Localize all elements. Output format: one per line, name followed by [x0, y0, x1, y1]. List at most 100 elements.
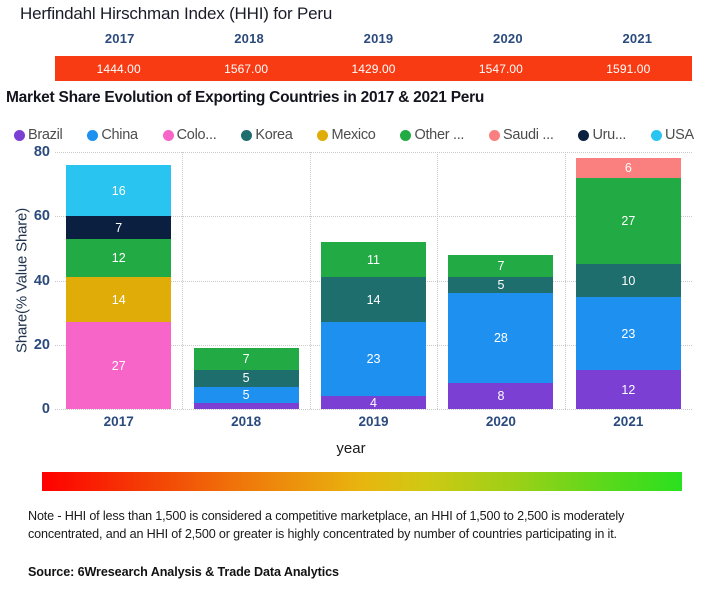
bar-stack: 8 28 5 7: [448, 254, 554, 409]
hhi-value: 1567.00: [224, 61, 269, 76]
hhi-value-band: 1444.00 1567.00 1429.00 1547.00 1591.00: [55, 56, 692, 81]
legend-item-korea[interactable]: Korea: [241, 127, 293, 143]
hhi-year-label: 2018: [234, 31, 264, 46]
source-text: Source: 6Wresearch Analysis & Trade Data…: [28, 565, 339, 579]
legend-item-label: Mexico: [331, 127, 376, 143]
legend-dot-icon: [650, 129, 662, 141]
bar-column-2017[interactable]: 27 14 12 7 16: [55, 152, 182, 409]
bar-segment[interactable]: 6: [575, 158, 681, 178]
legend-dot-icon: [162, 129, 174, 141]
legend-item-brazil[interactable]: Brazil: [14, 127, 63, 143]
legend-item-label: Saudi ...: [503, 127, 554, 143]
bar-segment[interactable]: 4: [321, 396, 427, 409]
legend-item-label: USA: [664, 127, 694, 143]
bar-segment-label: 8: [497, 389, 505, 404]
hhi-year-label: 2017: [104, 31, 135, 46]
bar-segment[interactable]: 7: [66, 216, 172, 239]
legend-item-label: Other ...: [414, 127, 465, 143]
hhi-title: Herfindahl Hirschman Index (HHI) for Per…: [20, 4, 333, 23]
hhi-value: 1591.00: [606, 61, 651, 76]
bar-segment-label: 10: [621, 273, 636, 288]
bar-column-2021[interactable]: 12 23 10 27 6: [565, 152, 692, 409]
legend-item-colo[interactable]: Colo...: [162, 127, 217, 143]
bar-segment[interactable]: 5: [448, 277, 554, 294]
bar-segment[interactable]: 12: [66, 238, 172, 278]
legend-item-uru[interactable]: Uru...: [578, 127, 626, 143]
x-axis-title: year: [336, 440, 366, 457]
bar-segment[interactable]: 27: [575, 177, 681, 265]
legend-item-label: Colo...: [176, 127, 217, 143]
bar-segment[interactable]: 8: [448, 383, 554, 409]
bar-segment[interactable]: 10: [575, 264, 681, 297]
x-tick-label: 2019: [358, 414, 389, 429]
bar-segment-label: 28: [493, 331, 508, 346]
bar-segment[interactable]: 14: [321, 277, 427, 323]
x-axis-ticks: 2017 2018 2019 2020 2021: [55, 414, 692, 434]
hhi-year-label: 2019: [363, 31, 394, 46]
bar-segment-label: 12: [111, 251, 126, 266]
bar-segment-label: 14: [366, 292, 381, 307]
legend-dot-icon: [489, 129, 501, 141]
legend-dot-icon: [578, 129, 590, 141]
gridline: [55, 409, 692, 410]
bar-segment[interactable]: 12: [575, 370, 681, 409]
bar-segment-label: 7: [115, 220, 123, 235]
gridline: [55, 216, 692, 218]
bar-segment[interactable]: 28: [448, 293, 554, 384]
hhi-value: 1547.00: [478, 61, 523, 76]
gridline: [55, 152, 692, 153]
legend-item-china[interactable]: China: [87, 127, 138, 143]
chart-title: Market Share Evolution of Exporting Coun…: [6, 89, 485, 106]
bar-segment[interactable]: 14: [66, 277, 172, 323]
legend-dot-icon: [317, 129, 329, 141]
chart-plot-area: Share(% Value Share) 0 20 40 60 80 27 14 12 7 16…: [0, 144, 702, 457]
legend-item-mexico[interactable]: Mexico: [317, 127, 376, 143]
legend-dot-icon: [400, 129, 412, 141]
bar-segment[interactable]: 7: [448, 254, 554, 278]
gridline-vertical: [309, 152, 311, 409]
legend-item-saudi[interactable]: Saudi ...: [489, 127, 554, 143]
x-tick-label: 2017: [103, 414, 134, 429]
bar-segment[interactable]: 16: [66, 164, 172, 217]
bar-segment[interactable]: 27: [66, 322, 172, 409]
bar-segment[interactable]: 7: [193, 347, 299, 371]
y-tick-label: 0: [41, 401, 50, 417]
bar-segment-label: 4: [370, 396, 377, 409]
x-tick-label: 2020: [485, 414, 516, 429]
hhi-year-label: 2021: [622, 31, 653, 46]
bar-segment-label: 5: [242, 387, 250, 402]
bar-segment[interactable]: 5: [193, 370, 299, 387]
hhi-value: 1444.00: [96, 61, 141, 76]
bar-column-2020[interactable]: 8 28 5 7: [437, 152, 564, 409]
legend-item-label: Uru...: [592, 127, 627, 143]
bar-segment[interactable]: 23: [321, 322, 427, 397]
legend-item-label: China: [101, 127, 138, 143]
x-tick-label: 2018: [231, 414, 262, 429]
legend-item-other[interactable]: Other ...: [400, 127, 464, 143]
bar-segment-label: 16: [111, 183, 126, 198]
y-axis-ticks: 0 20 40 60 80: [14, 144, 50, 417]
bar-column-2019[interactable]: 4 23 14 11: [310, 152, 437, 409]
bar-segment[interactable]: 11: [321, 241, 427, 278]
gridline-vertical: [182, 152, 184, 409]
legend-dot-icon: [87, 129, 99, 141]
y-tick-label: 80: [33, 144, 50, 160]
legend-dot-icon: [14, 129, 25, 141]
bar-segment-label: 5: [242, 371, 250, 386]
y-tick-label: 40: [33, 272, 50, 289]
hhi-scale-gradient-bar: [42, 472, 682, 491]
y-tick-label: 60: [33, 208, 50, 225]
legend-item-usa[interactable]: USA: [650, 127, 694, 143]
bar-segment[interactable]: 23: [575, 296, 681, 371]
legend-dot-icon: [241, 129, 253, 141]
footnote-text: Note - HHI of less than 1,500 is conside…: [28, 509, 625, 541]
bar-segment[interactable]: 5: [193, 386, 299, 403]
y-tick-label: 20: [33, 336, 50, 353]
bar-segment-label: 23: [621, 326, 636, 341]
bar-segment-label: 11: [367, 252, 380, 267]
bar-segment[interactable]: [193, 402, 299, 409]
bar-segment-label: 12: [621, 382, 636, 397]
hhi-year-header-row: 2017 2018 2019 2020 2021: [55, 31, 702, 51]
